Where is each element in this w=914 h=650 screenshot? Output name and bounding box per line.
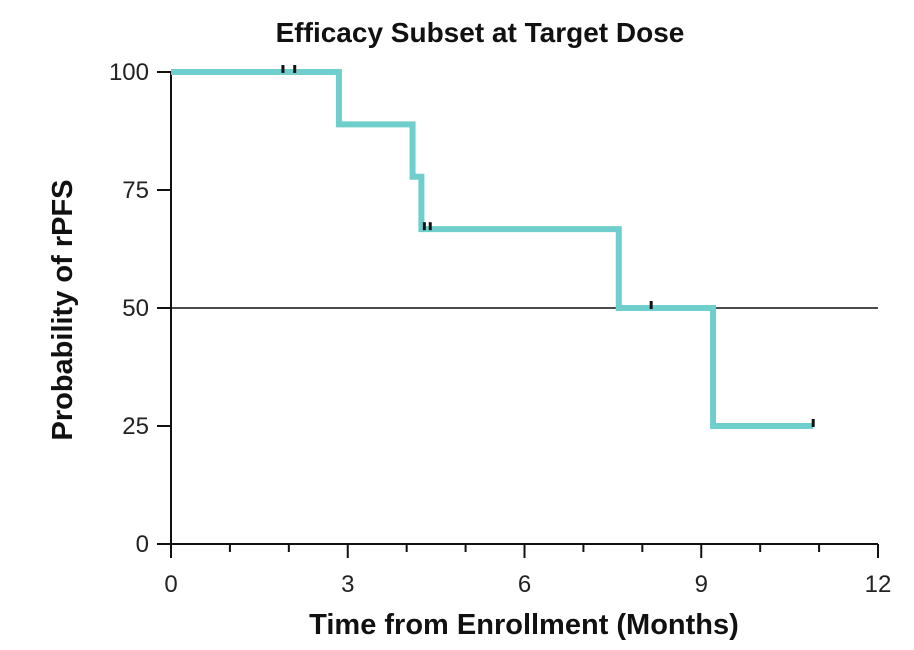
y-tick-label: 50 <box>122 295 149 322</box>
axes <box>170 72 878 545</box>
x-axis-label: Time from Enrollment (Months) <box>309 609 739 641</box>
y-axis-label: Probability of rPFS <box>47 179 79 440</box>
survival-curve <box>171 69 814 429</box>
x-tick-label: 6 <box>518 571 531 598</box>
x-tick-label: 9 <box>695 571 708 598</box>
x-ticks: 0 3 6 9 12 <box>164 544 891 598</box>
x-tick-label: 3 <box>341 571 354 598</box>
survival-curve-group <box>171 69 814 429</box>
y-tick-label: 75 <box>122 177 149 204</box>
censor-marks <box>281 65 815 427</box>
chart-title: Efficacy Subset at Target Dose <box>276 17 685 48</box>
y-tick-label: 25 <box>122 413 149 440</box>
x-tick-label: 12 <box>865 571 892 598</box>
y-tick-label: 0 <box>136 531 149 558</box>
y-tick-label: 100 <box>109 59 149 86</box>
y-ticks: 0 25 50 75 100 <box>109 59 171 558</box>
x-tick-label: 0 <box>164 571 177 598</box>
